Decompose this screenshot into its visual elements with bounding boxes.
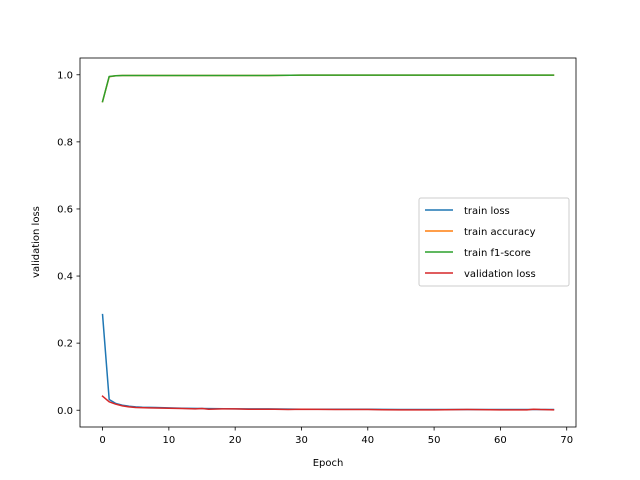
legend-label-2: train f1-score [464, 248, 531, 259]
x-tick-label: 20 [229, 435, 242, 446]
series-layer [101, 74, 555, 411]
y-axis-label: validation loss [31, 206, 42, 278]
y-tick-label: 0.0 [57, 406, 73, 417]
series-line-3 [101, 395, 555, 411]
x-tick-label: 10 [162, 435, 175, 446]
y-tick-label: 0.4 [57, 272, 73, 283]
legend: train loss train accuracy train f1-score va… [418, 197, 570, 287]
legend-box [418, 197, 570, 287]
y-tick-label: 0.8 [57, 137, 73, 148]
legend-label-3: validation loss [464, 269, 536, 280]
x-axis: 0 10 20 30 40 50 60 70 [99, 427, 573, 446]
y-tick-label: 0.6 [57, 205, 73, 216]
y-axis: 0.0 0.2 0.4 0.6 0.8 1.0 [57, 70, 80, 417]
legend-label-0: train loss [464, 206, 510, 217]
x-tick-label: 0 [99, 435, 105, 446]
y-tick-label: 1.0 [57, 70, 73, 81]
x-tick-label: 50 [428, 435, 441, 446]
plot-frame [79, 57, 577, 428]
legend-label-1: train accuracy [464, 227, 536, 238]
x-tick-label: 40 [361, 435, 374, 446]
x-axis-label: Epoch [313, 458, 344, 469]
y-tick-label: 0.2 [57, 339, 73, 350]
x-tick-label: 30 [295, 435, 308, 446]
x-tick-label: 60 [494, 435, 507, 446]
x-tick-label: 70 [560, 435, 573, 446]
series-line-2 [101, 74, 555, 103]
